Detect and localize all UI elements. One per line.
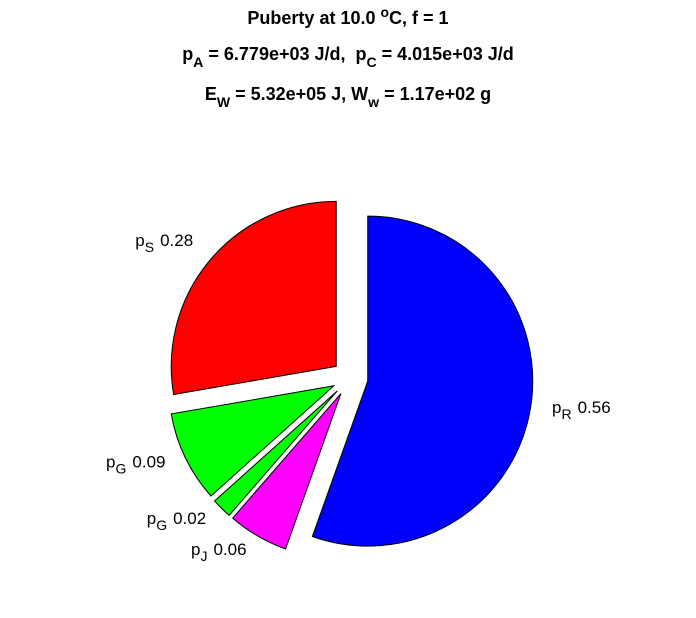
title-subscript: W (217, 94, 231, 110)
title-text: C, f = 1 (389, 8, 449, 28)
slice-label-value: 0.09 (132, 452, 165, 471)
title-text: p (182, 44, 193, 64)
slice-label-value: 0.02 (173, 509, 206, 528)
slice-label: pR 0.56 (552, 398, 611, 422)
slice-label-value: 0.56 (578, 398, 611, 417)
title-text: = 5.32e+05 J, W (230, 84, 368, 104)
title-subscript: w (367, 94, 379, 110)
pie-slice (170, 200, 337, 396)
pie-slice (213, 390, 338, 517)
title-superscript: o (380, 4, 389, 20)
pie-slice (311, 215, 534, 547)
title-text: = 1.17e+02 g (379, 84, 491, 104)
title-text: = 6.779e+03 J/d, p (203, 44, 366, 64)
slice-label-name: p (552, 398, 561, 417)
slice-label: pJ 0.06 (191, 540, 247, 564)
title-subscript: C (367, 54, 377, 70)
chart-title: pA = 6.779e+03 J/d, pC = 4.015e+03 J/d (182, 44, 513, 70)
slice-label: pS 0.28 (135, 231, 193, 255)
slice-label-subscript: R (561, 406, 571, 422)
slice-label: pG 0.02 (147, 509, 206, 533)
slice-label-name: p (135, 231, 144, 250)
slice-label-subscript: G (116, 460, 127, 476)
slice-label-name: p (147, 509, 156, 528)
chart-title: EW = 5.32e+05 J, Ww = 1.17e+02 g (205, 84, 491, 110)
pie-slice (231, 393, 342, 550)
slice-label-value: 0.28 (160, 231, 193, 250)
title-subscript: A (193, 54, 203, 70)
slice-label-subscript: G (156, 517, 167, 533)
title-text: = 4.015e+03 J/d (377, 44, 514, 64)
slice-label-name: p (191, 540, 200, 559)
title-text: Puberty at 10.0 (247, 8, 380, 28)
chart-title: Puberty at 10.0 oC, f = 1 (247, 4, 448, 28)
slice-label: pG 0.09 (106, 452, 165, 476)
title-text: E (205, 84, 217, 104)
slice-label-subscript: S (145, 239, 154, 255)
pie-slice (170, 385, 336, 497)
slice-label-name: p (106, 452, 115, 471)
slice-label-value: 0.06 (213, 540, 246, 559)
slice-label-subscript: J (200, 548, 207, 564)
